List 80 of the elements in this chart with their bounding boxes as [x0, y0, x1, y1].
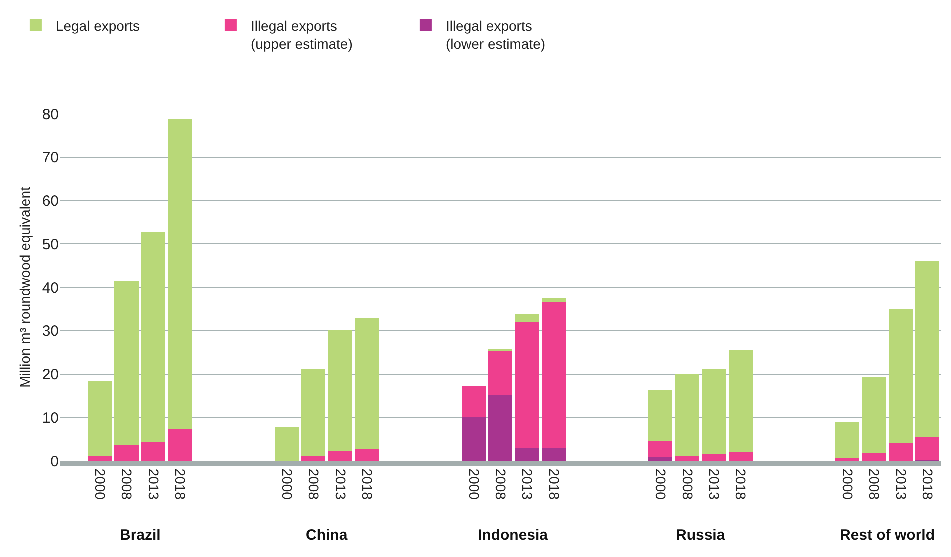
bar [462, 386, 486, 418]
x-tick-label: 2013 [146, 468, 162, 500]
x-tick-label: 2000 [840, 468, 856, 500]
x-tick-label: 2008 [866, 468, 883, 500]
x-tick-label: 2000 [279, 468, 296, 500]
x-tick-label: 2018 [920, 468, 936, 500]
bar [355, 450, 380, 461]
y-tick-label: 40 [42, 280, 59, 297]
bar [728, 350, 753, 452]
bar [515, 448, 540, 461]
x-tick-label: 2018 [359, 468, 376, 500]
bar [141, 232, 166, 442]
x-tick-label: 2008 [119, 468, 136, 500]
bar [862, 453, 886, 461]
x-tick-label: 2013 [332, 468, 349, 500]
x-tick-label: 2018 [546, 468, 562, 500]
bar [702, 454, 726, 461]
bar [648, 390, 673, 442]
bar [114, 280, 139, 446]
text: Russia [676, 527, 726, 544]
legend-label: Legal exports [56, 18, 140, 34]
bar [836, 422, 860, 458]
legend-label: Illegal exports (lower estimate) [446, 18, 546, 52]
legend-label: Illegal exports (upper estimate) [250, 18, 353, 52]
bar [488, 395, 513, 461]
bar [168, 119, 192, 430]
bar [675, 456, 700, 461]
x-tick-label: 2000 [92, 468, 108, 500]
bar [488, 350, 513, 396]
bar [862, 378, 886, 454]
bar [168, 429, 192, 461]
bar [542, 298, 566, 302]
bar [328, 451, 352, 461]
bar [542, 302, 566, 448]
bar [515, 322, 540, 448]
bar [702, 369, 726, 454]
x-tick-label: 2000 [466, 468, 482, 500]
y-tick-label: 10 [42, 410, 59, 427]
x-tick-label: 2013 [893, 468, 910, 500]
text: Brazil [120, 527, 161, 544]
bar [675, 374, 700, 456]
x-tick-label: 2013 [706, 468, 723, 500]
y-tick-label: 20 [42, 366, 59, 384]
bar [462, 417, 486, 461]
bar [542, 448, 566, 461]
bar [888, 310, 913, 444]
bar [88, 380, 112, 456]
text: Indonesia [478, 527, 549, 544]
y-axis-title: Million m³ roundwood equivalent [16, 187, 33, 388]
bar [302, 456, 326, 461]
x-tick-label: 2018 [172, 468, 189, 500]
bar [728, 452, 753, 461]
text: China [306, 527, 348, 544]
bar [888, 444, 913, 461]
x-tick-label: 2008 [492, 468, 509, 500]
x-tick-label: 2013 [520, 468, 536, 500]
x-tick-label: 2018 [733, 468, 750, 500]
x-tick-label: 2008 [680, 468, 696, 500]
y-tick-label: 80 [42, 106, 59, 124]
bar [355, 318, 380, 450]
y-tick-label: 0 [50, 453, 59, 470]
bar [515, 314, 540, 322]
bar [916, 437, 940, 460]
y-tick-label: 30 [42, 323, 59, 340]
bar [88, 456, 112, 461]
bar [916, 261, 940, 438]
y-tick-label: 70 [42, 150, 59, 167]
bar [114, 445, 139, 461]
y-tick-label: 50 [42, 236, 59, 254]
bar [648, 457, 673, 461]
text: Rest of world [840, 527, 936, 544]
x-tick-label: 2008 [306, 468, 322, 500]
bar [836, 458, 860, 461]
x-tick-label: 2000 [653, 468, 670, 500]
bar [328, 330, 352, 452]
bar [648, 441, 673, 458]
bar [302, 369, 326, 456]
bar [274, 428, 299, 461]
y-tick-label: 60 [42, 193, 59, 210]
bar [141, 442, 166, 461]
